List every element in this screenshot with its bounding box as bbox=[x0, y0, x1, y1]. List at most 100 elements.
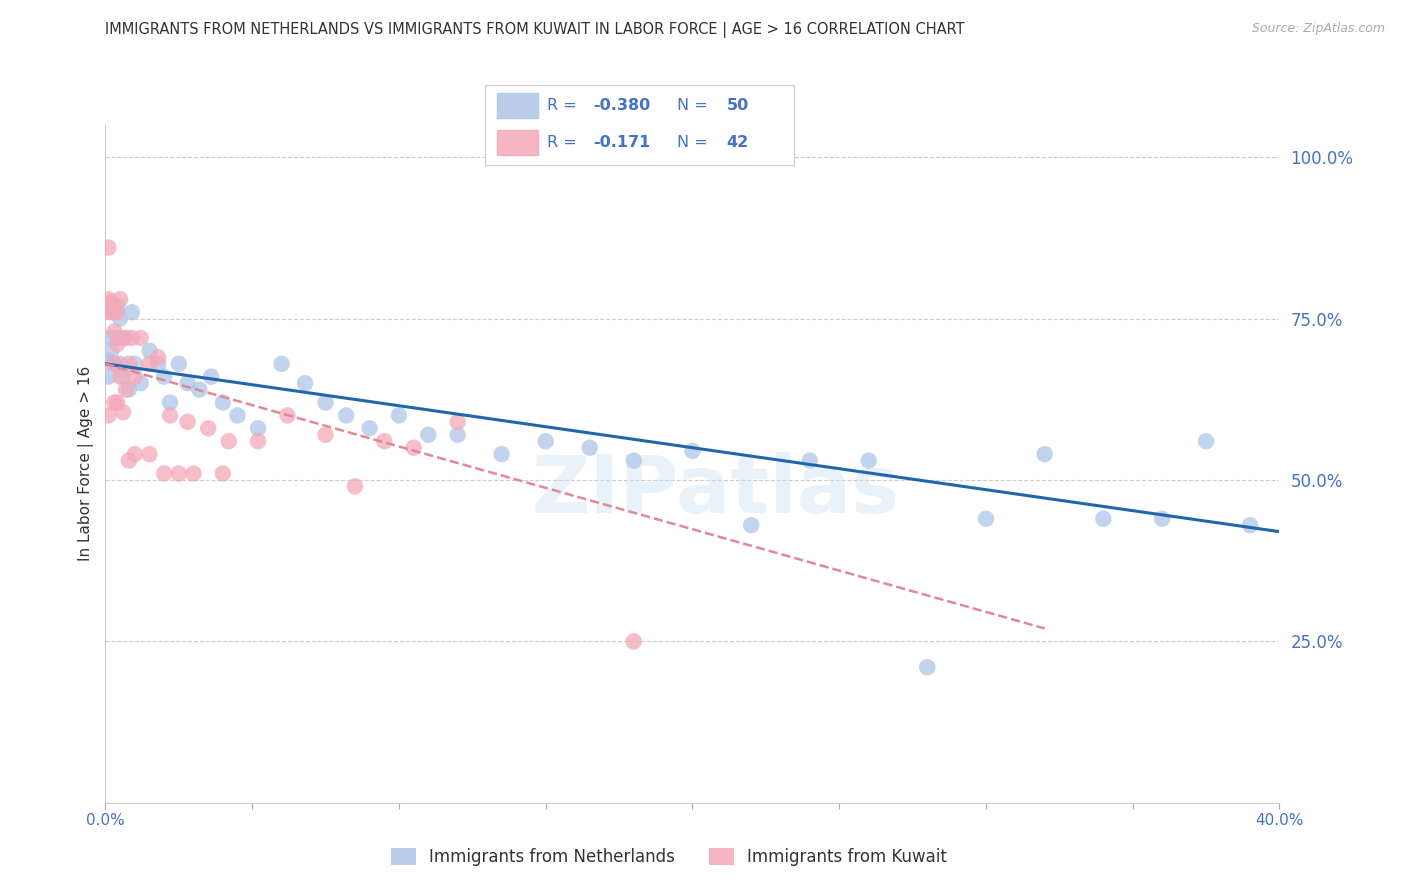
Point bbox=[115, 331, 138, 345]
Point bbox=[108, 311, 131, 326]
Point bbox=[218, 434, 240, 449]
Point bbox=[197, 421, 219, 435]
Point bbox=[1150, 512, 1173, 526]
Point bbox=[105, 299, 128, 313]
Point bbox=[388, 409, 411, 423]
Point bbox=[153, 369, 176, 384]
Point bbox=[343, 479, 366, 493]
Point bbox=[623, 634, 645, 648]
Point bbox=[211, 395, 233, 409]
Text: Source: ZipAtlas.com: Source: ZipAtlas.com bbox=[1251, 22, 1385, 36]
Point bbox=[100, 295, 122, 310]
Point bbox=[858, 453, 880, 467]
Point bbox=[623, 453, 645, 467]
Point bbox=[974, 512, 997, 526]
Point bbox=[1033, 447, 1056, 461]
Point bbox=[359, 421, 381, 435]
Point bbox=[108, 292, 131, 306]
Point bbox=[446, 415, 468, 429]
Point bbox=[740, 518, 762, 533]
Point bbox=[97, 409, 120, 423]
Point bbox=[373, 434, 395, 449]
Point bbox=[124, 357, 146, 371]
Text: R =: R = bbox=[547, 135, 586, 150]
Text: -0.171: -0.171 bbox=[593, 135, 651, 150]
Point bbox=[176, 415, 198, 429]
Point bbox=[148, 351, 170, 365]
Text: 42: 42 bbox=[727, 135, 748, 150]
Point bbox=[97, 369, 120, 384]
Point bbox=[118, 383, 141, 397]
Point bbox=[97, 305, 120, 319]
Point bbox=[129, 331, 152, 345]
Point bbox=[108, 369, 131, 384]
Point bbox=[148, 357, 170, 371]
Point bbox=[138, 447, 160, 461]
Point bbox=[103, 325, 125, 339]
Point bbox=[103, 357, 125, 371]
Point bbox=[105, 337, 128, 351]
Bar bbox=[498, 93, 537, 119]
Point bbox=[100, 331, 122, 345]
Point bbox=[1239, 518, 1261, 533]
Point bbox=[335, 409, 357, 423]
Text: N =: N = bbox=[676, 98, 713, 113]
Point bbox=[138, 343, 160, 358]
Point bbox=[124, 447, 146, 461]
Point bbox=[159, 409, 181, 423]
Text: -0.380: -0.380 bbox=[593, 98, 651, 113]
Point bbox=[108, 357, 131, 371]
Point bbox=[578, 441, 600, 455]
Point bbox=[115, 383, 138, 397]
Text: IMMIGRANTS FROM NETHERLANDS VS IMMIGRANTS FROM KUWAIT IN LABOR FORCE | AGE > 16 : IMMIGRANTS FROM NETHERLANDS VS IMMIGRANT… bbox=[105, 22, 965, 38]
Point bbox=[97, 292, 120, 306]
Point bbox=[315, 395, 337, 409]
Point bbox=[188, 383, 211, 397]
Point bbox=[247, 434, 270, 449]
Point bbox=[118, 357, 141, 371]
Y-axis label: In Labor Force | Age > 16: In Labor Force | Age > 16 bbox=[79, 367, 94, 561]
Point bbox=[153, 467, 176, 481]
Point bbox=[270, 357, 292, 371]
Point bbox=[121, 305, 143, 319]
Point bbox=[121, 331, 143, 345]
Point bbox=[100, 305, 122, 319]
Point bbox=[682, 444, 704, 458]
Point bbox=[226, 409, 249, 423]
Point bbox=[491, 447, 513, 461]
Point bbox=[418, 427, 440, 442]
Point bbox=[402, 441, 425, 455]
Point bbox=[315, 427, 337, 442]
Point bbox=[105, 331, 128, 345]
Point bbox=[1092, 512, 1115, 526]
Point bbox=[118, 453, 141, 467]
Point bbox=[167, 467, 190, 481]
Point bbox=[112, 405, 135, 419]
Point bbox=[1195, 434, 1218, 449]
Point bbox=[112, 369, 135, 384]
Point bbox=[534, 434, 557, 449]
Point bbox=[105, 305, 128, 319]
Point bbox=[97, 241, 120, 255]
Point bbox=[446, 427, 468, 442]
Text: 50: 50 bbox=[727, 98, 748, 113]
Point bbox=[105, 395, 128, 409]
Point bbox=[183, 467, 205, 481]
Text: N =: N = bbox=[676, 135, 713, 150]
Point bbox=[112, 331, 135, 345]
Point bbox=[276, 409, 298, 423]
Point bbox=[247, 421, 270, 435]
Point bbox=[103, 395, 125, 409]
Point bbox=[294, 376, 316, 391]
Point bbox=[103, 305, 125, 319]
Point bbox=[100, 343, 122, 358]
Point bbox=[138, 357, 160, 371]
Text: R =: R = bbox=[547, 98, 582, 113]
Point bbox=[799, 453, 821, 467]
Point bbox=[200, 369, 222, 384]
Point bbox=[211, 467, 233, 481]
Point bbox=[176, 376, 198, 391]
Point bbox=[159, 395, 181, 409]
Point bbox=[97, 353, 120, 368]
Bar bbox=[498, 129, 537, 155]
